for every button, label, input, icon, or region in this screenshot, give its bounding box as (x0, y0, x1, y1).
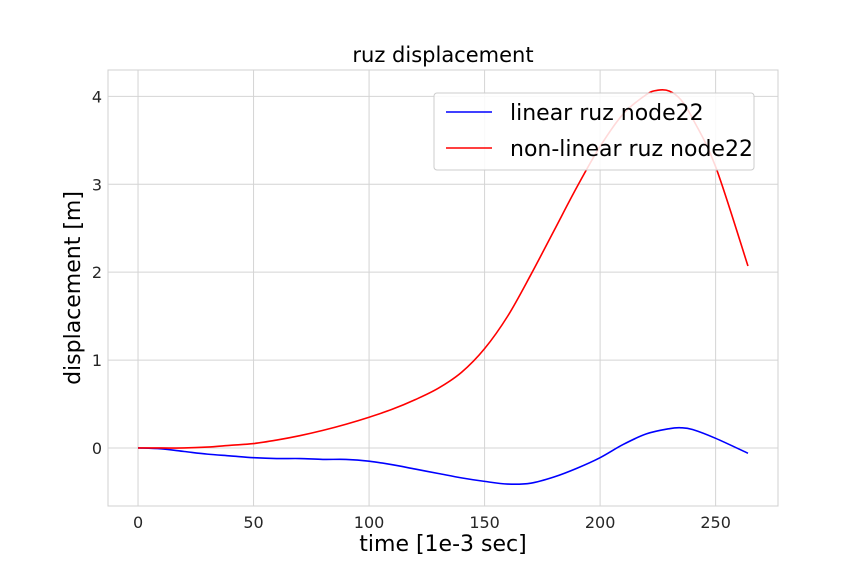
x-axis-title: time [1e-3 sec] (359, 532, 526, 557)
series-line-linear (137, 426, 749, 485)
series-line-nonlinear (138, 89, 749, 449)
legend-box (433, 92, 755, 171)
x-tick-label: 50 (243, 513, 263, 532)
grid (108, 70, 778, 506)
x-tick-label: 200 (585, 513, 616, 532)
y-axis-title: displacement [m] (61, 191, 86, 385)
legend-label-nonlinear: non-linear ruz node22 (510, 137, 753, 162)
x-tick-label: 100 (354, 513, 385, 532)
y-tick-label: 3 (92, 175, 102, 194)
series-layer (137, 89, 749, 485)
y-tick-label: 4 (92, 87, 102, 106)
x-tick-label: 150 (469, 513, 500, 532)
chart-title: ruz displacement (352, 43, 533, 67)
y-tick-label: 2 (92, 263, 102, 282)
legend: linear ruz node22 non-linear ruz node22 (433, 92, 755, 171)
x-tick-label: 250 (700, 513, 731, 532)
legend-label-linear: linear ruz node22 (510, 101, 704, 126)
x-tick-label: 0 (133, 513, 143, 532)
y-tick-label: 0 (92, 439, 102, 458)
tick-labels: 0 50 100 150 200 250 0 1 2 3 4 (92, 87, 731, 532)
y-tick-label: 1 (92, 351, 102, 370)
